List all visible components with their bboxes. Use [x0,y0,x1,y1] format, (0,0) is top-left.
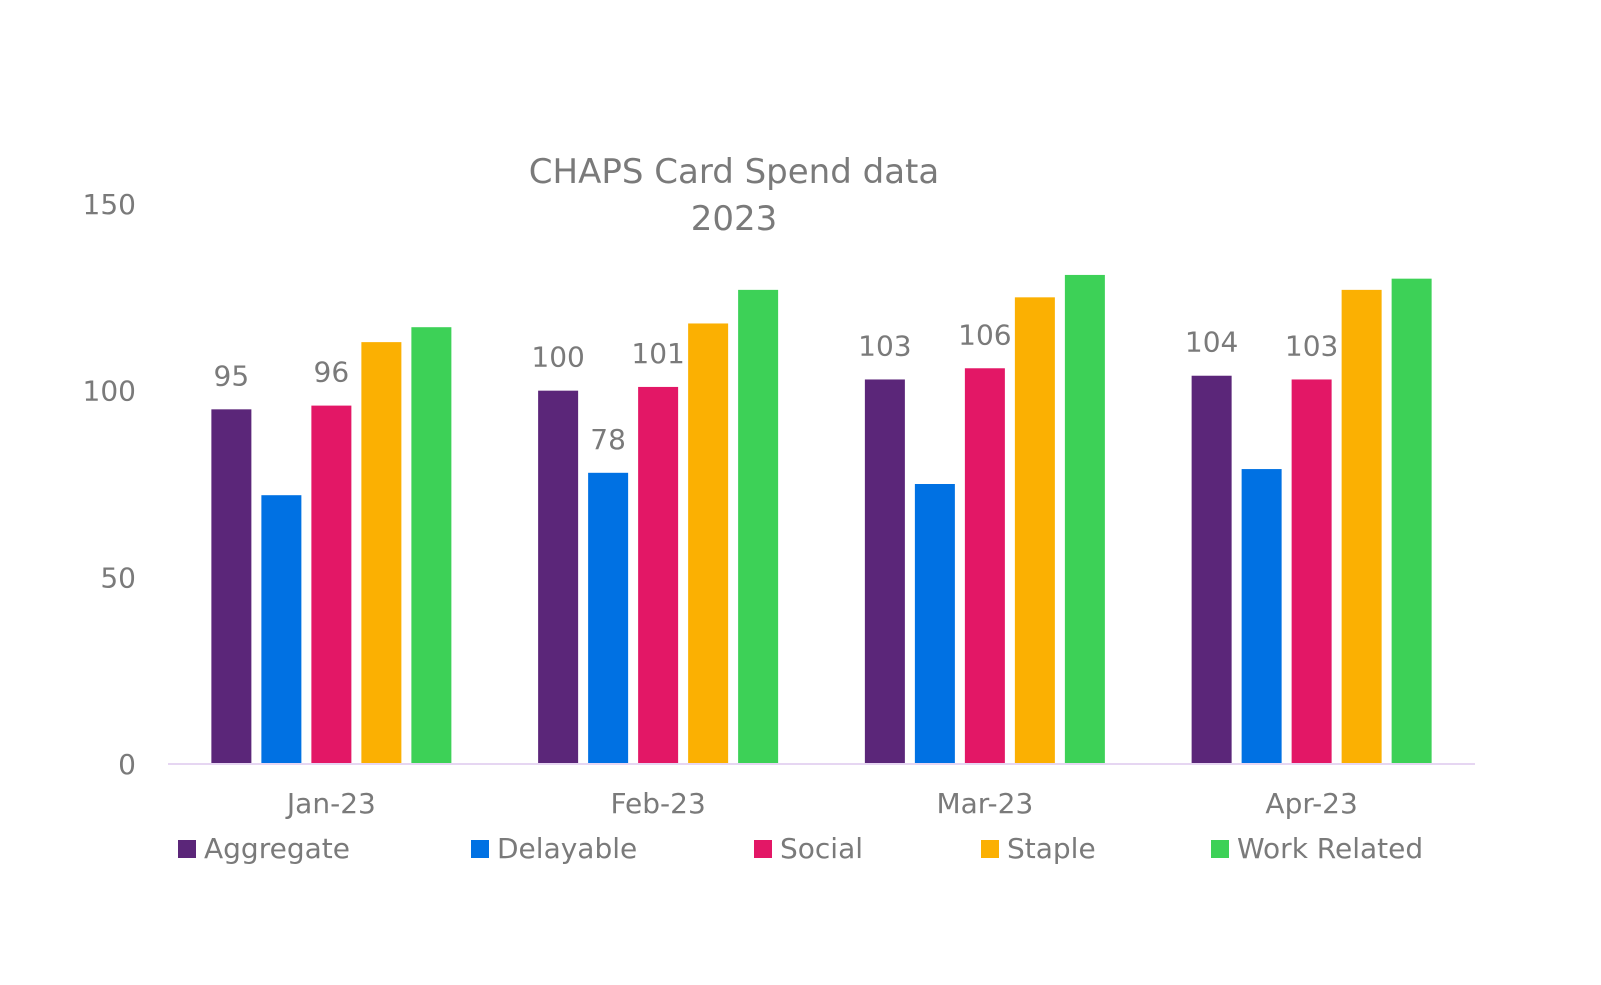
chart-title: CHAPS Card Spend data [529,152,939,192]
chart-subtitle: 2023 [691,199,778,239]
bar-delayable [1241,469,1282,764]
bar-work-related [411,327,452,764]
legend-label: Work Related [1237,832,1423,865]
bar-delayable [914,484,955,764]
bar-work-related [1064,274,1105,764]
data-label: 103 [858,329,911,362]
x-axis: Jan-23 Feb-23 Mar-23 Apr-23 [285,787,1358,820]
bar-staple [1341,289,1382,764]
y-axis: 0 50 100 150 [83,188,136,781]
legend-label: Delayable [497,832,637,865]
bar-social [638,386,679,764]
bar-staple [688,323,729,764]
legend-swatch [981,840,999,858]
legend-swatch [1211,840,1229,858]
bars-group: 95 96 100 78 101 103 106 104 103 [211,274,1432,764]
data-label: 95 [214,359,250,392]
x-tick-label: Apr-23 [1265,787,1357,820]
bar-staple [361,342,402,764]
legend-swatch [178,840,196,858]
y-tick-label: 0 [118,748,136,781]
bar-social [1291,379,1332,764]
legend-label: Staple [1007,832,1096,865]
bar-aggregate [538,390,579,764]
data-label: 100 [531,341,584,374]
bar-delayable [261,495,302,764]
bar-social [311,405,352,764]
legend-swatch [754,840,772,858]
x-tick-label: Mar-23 [936,787,1033,820]
data-label: 78 [590,423,626,456]
bar-social [964,368,1005,764]
legend-label: Social [780,832,863,865]
legend: Aggregate Delayable Social Staple Work Relat… [178,832,1423,865]
bar-work-related [738,289,779,764]
data-label: 104 [1185,326,1238,359]
data-label: 103 [1285,329,1338,362]
bar-staple [1014,297,1055,764]
legend-swatch [471,840,489,858]
bar-delayable [588,472,629,764]
data-label: 96 [314,356,350,389]
bar-work-related [1391,278,1432,764]
data-label: 101 [631,337,684,370]
x-tick-label: Jan-23 [285,787,376,820]
y-tick-label: 100 [83,375,136,408]
legend-label: Aggregate [204,832,350,865]
y-tick-label: 50 [100,561,136,594]
bar-aggregate [1191,375,1232,764]
bar-aggregate [211,409,252,764]
y-tick-label: 150 [83,188,136,221]
x-tick-label: Feb-23 [610,787,705,820]
bar-aggregate [864,379,905,764]
data-label: 106 [958,318,1011,351]
